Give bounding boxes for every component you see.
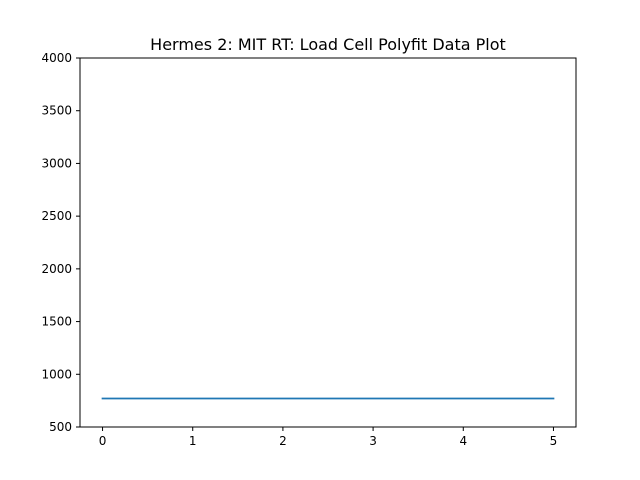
y-tick-label: 2500 xyxy=(41,209,72,223)
x-tick-label: 2 xyxy=(279,434,287,448)
x-tick-label: 0 xyxy=(99,434,107,448)
y-tick-label: 500 xyxy=(49,420,72,434)
x-axis-ticks: 0 1 2 3 4 5 xyxy=(99,427,558,448)
y-tick-label: 1500 xyxy=(41,315,72,329)
x-tick-label: 5 xyxy=(550,434,558,448)
x-tick-label: 1 xyxy=(189,434,197,448)
y-axis-ticks: 500 1000 1500 2000 2500 3000 3500 4000 xyxy=(41,51,80,434)
y-tick-label: 2000 xyxy=(41,262,72,276)
x-tick-label: 3 xyxy=(369,434,377,448)
y-tick-label: 3500 xyxy=(41,104,72,118)
y-tick-label: 1000 xyxy=(41,367,72,381)
y-tick-label: 4000 xyxy=(41,51,72,65)
x-tick-label: 4 xyxy=(459,434,467,448)
chart-title: Hermes 2: MIT RT: Load Cell Polyfit Data… xyxy=(150,35,506,54)
y-tick-label: 3000 xyxy=(41,156,72,170)
plot-frame xyxy=(79,57,577,428)
